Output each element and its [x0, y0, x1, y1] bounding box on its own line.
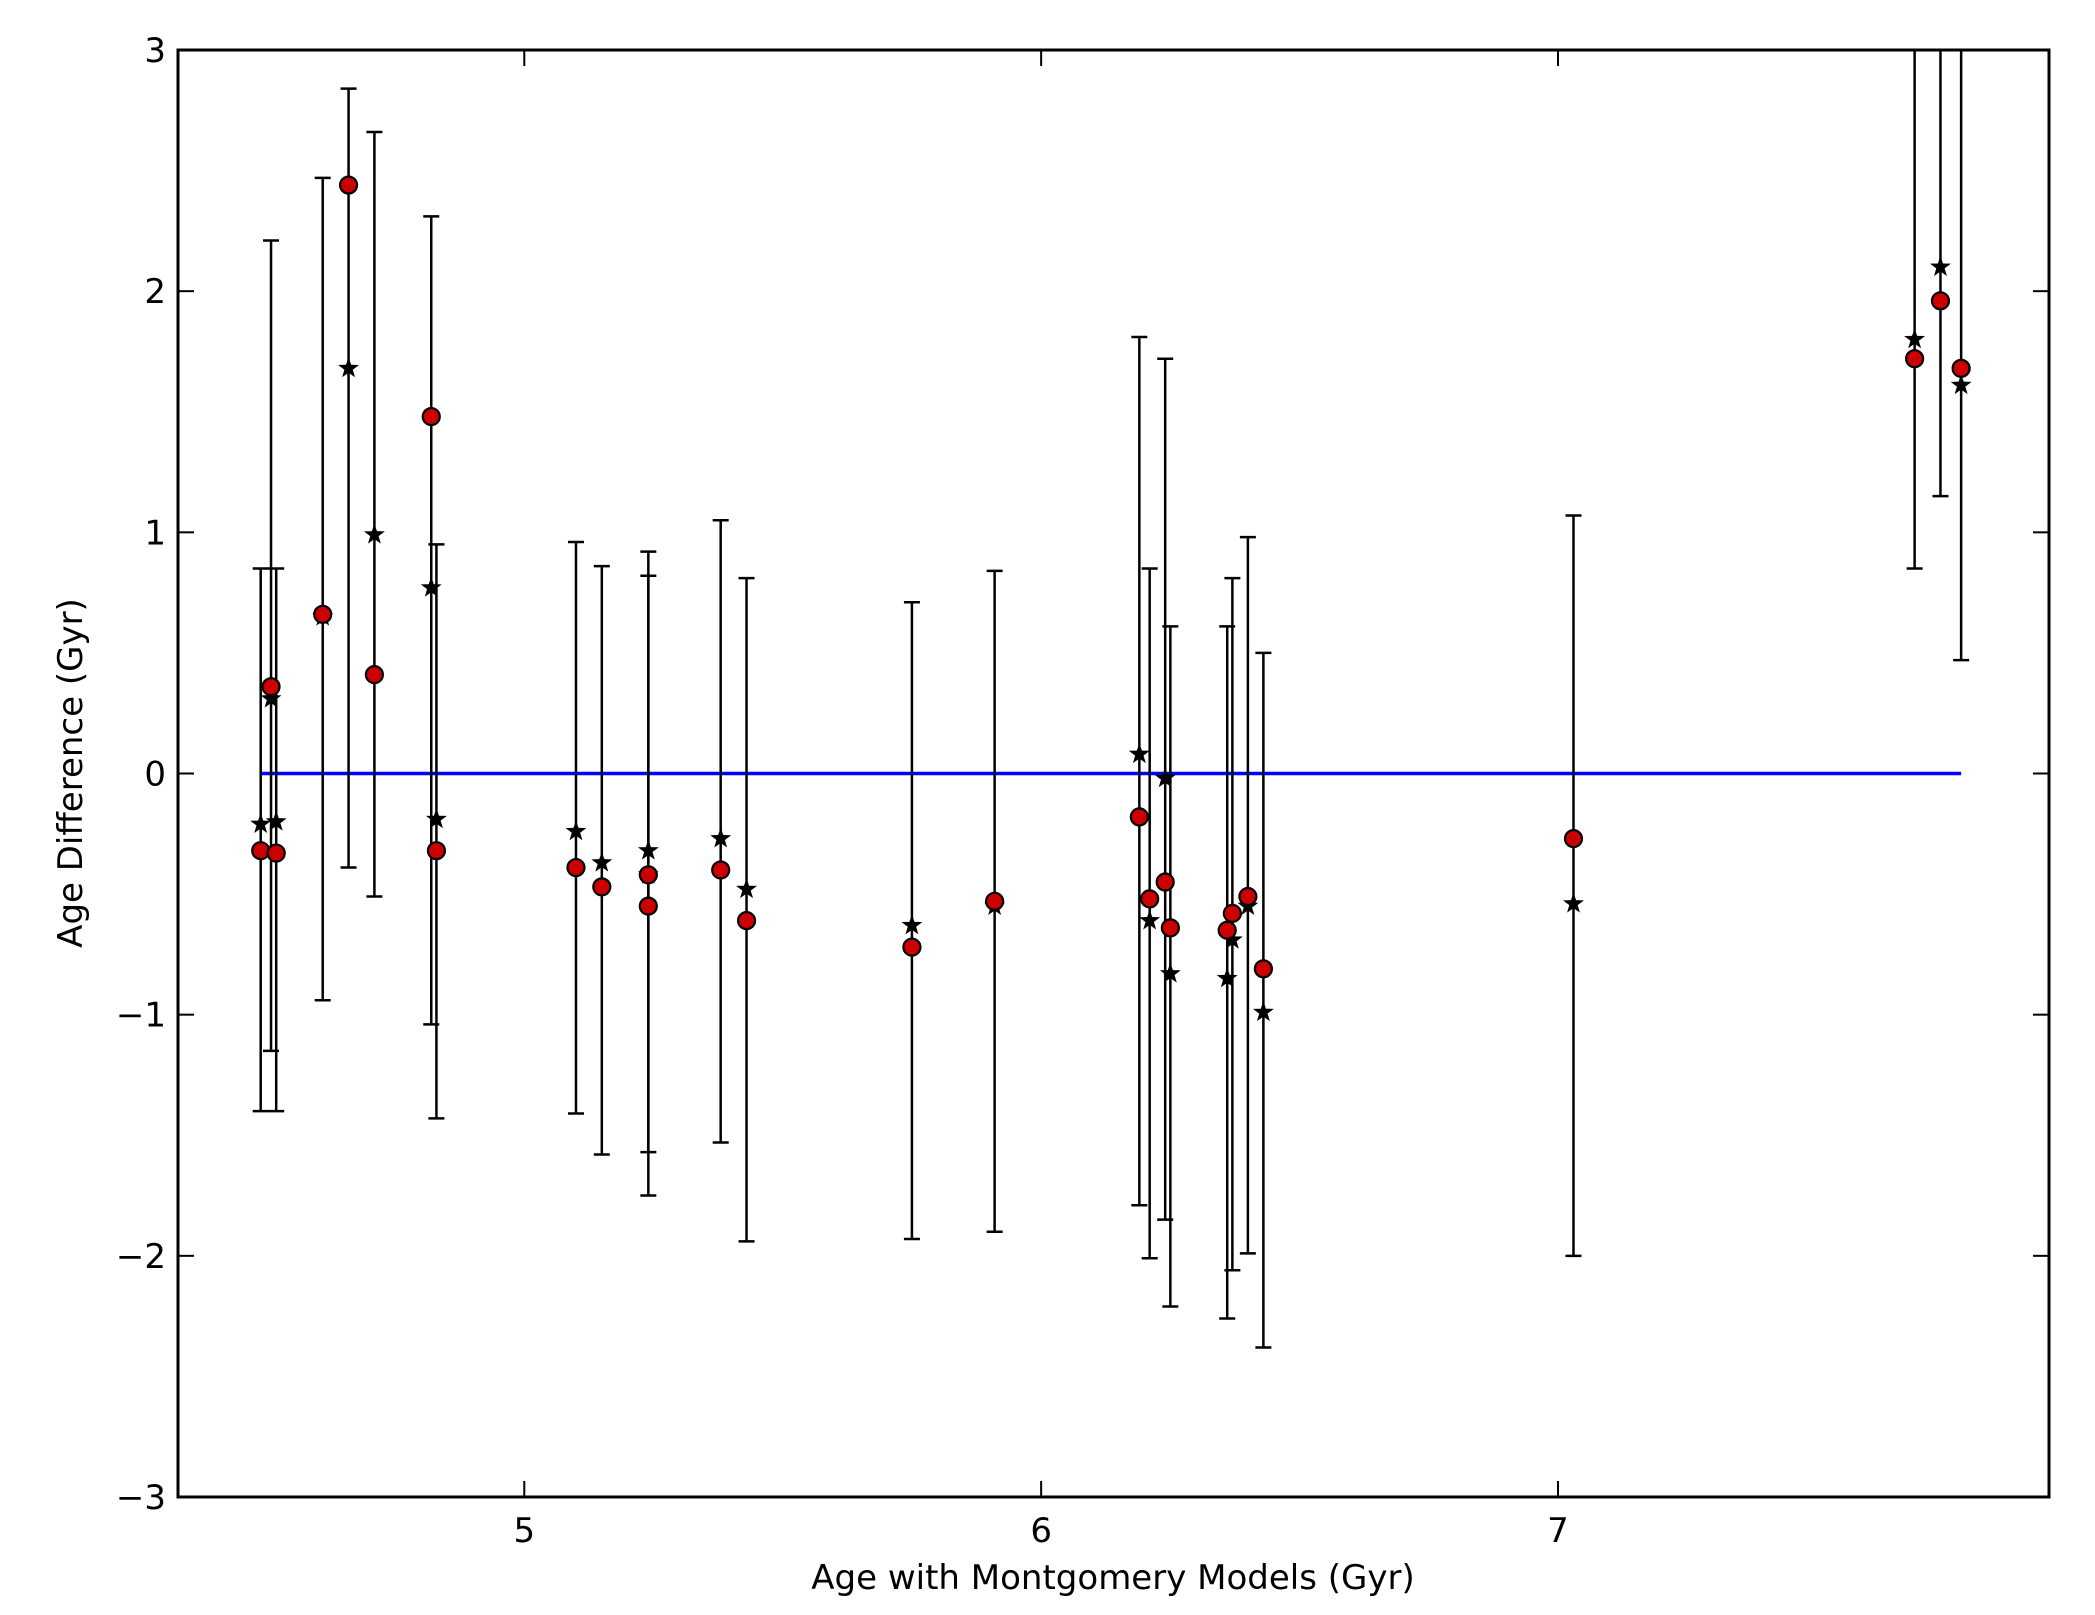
y-tick-label: −2: [116, 1237, 166, 1277]
star-point-21: [1221, 928, 1243, 949]
x-tick-label: 5: [513, 1511, 535, 1551]
y-tick-label: −3: [116, 1478, 166, 1518]
star-point-26: [1930, 256, 1951, 276]
circle-point-10: [638, 865, 658, 885]
y-tick-label: 0: [144, 755, 166, 795]
x-axis-label: Age with Montgomery Models (Gyr): [811, 1558, 1414, 1598]
circle-point-12: [711, 860, 731, 880]
star-point-13: [736, 878, 757, 899]
star-point-9: [591, 851, 613, 872]
star-point-6: [420, 576, 442, 597]
star-point-8: [565, 820, 587, 841]
circle-point-25: [1905, 349, 1925, 369]
circle-point-8: [566, 857, 586, 878]
circle-point-23: [1253, 959, 1273, 979]
circle-point-18: [1155, 872, 1175, 892]
circle-point-22: [1238, 886, 1258, 907]
circle-point-14: [902, 937, 922, 957]
star-point-0: [250, 813, 272, 834]
star-point-4: [338, 357, 360, 378]
circle-point-5: [364, 665, 385, 685]
y-axis-label: Age Difference (Gyr): [51, 598, 91, 948]
circle-point-20: [1217, 920, 1237, 940]
star-point-1: [260, 687, 282, 708]
star-point-17: [1139, 909, 1161, 930]
plot-frame: [176, 48, 2051, 1499]
x-tick-label: 7: [1547, 1511, 1569, 1551]
star-point-14: [901, 914, 923, 935]
circle-point-19: [1160, 918, 1180, 938]
x-tick-label: 6: [1030, 1511, 1052, 1551]
circle-point-15: [985, 891, 1005, 911]
star-point-2: [265, 810, 287, 831]
circle-point-0: [251, 841, 271, 861]
circle-point-9: [592, 877, 612, 897]
y-tick-label: 2: [144, 272, 166, 312]
y-tick-label: 1: [144, 513, 166, 553]
y-tick-label: 3: [144, 31, 166, 71]
circle-point-21: [1222, 903, 1242, 923]
circle-point-24: [1563, 829, 1584, 849]
circle-point-17: [1140, 889, 1160, 909]
circle-point-11: [638, 896, 658, 916]
y-tick-label: −1: [116, 996, 166, 1036]
circle-point-13: [736, 911, 757, 931]
star-point-16: [1128, 743, 1150, 764]
star-point-20: [1216, 967, 1238, 988]
star-point-23: [1252, 1001, 1274, 1022]
star-point-24: [1563, 892, 1584, 913]
circle-point-1: [261, 677, 281, 697]
circle-point-3: [313, 604, 333, 624]
circle-point-7: [426, 841, 447, 861]
star-point-18: [1154, 767, 1176, 788]
chart-marks: [250, 50, 1972, 1349]
star-point-12: [710, 827, 732, 848]
star-point-10: [637, 839, 659, 860]
circle-point-27: [1951, 358, 1971, 378]
star-point-5: [363, 523, 385, 544]
axis-ticks: −3 −2 −1 0 1 2 3 5 6 7: [116, 31, 2049, 1551]
circle-point-26: [1930, 291, 1951, 311]
circle-point-4: [338, 175, 359, 195]
star-point-7: [425, 808, 447, 829]
star-point-25: [1904, 328, 1926, 349]
circle-point-16: [1129, 807, 1149, 827]
star-point-27: [1950, 374, 1972, 395]
circle-point-6: [421, 406, 441, 427]
circle-point-2: [266, 843, 286, 863]
star-point-19: [1159, 962, 1181, 983]
